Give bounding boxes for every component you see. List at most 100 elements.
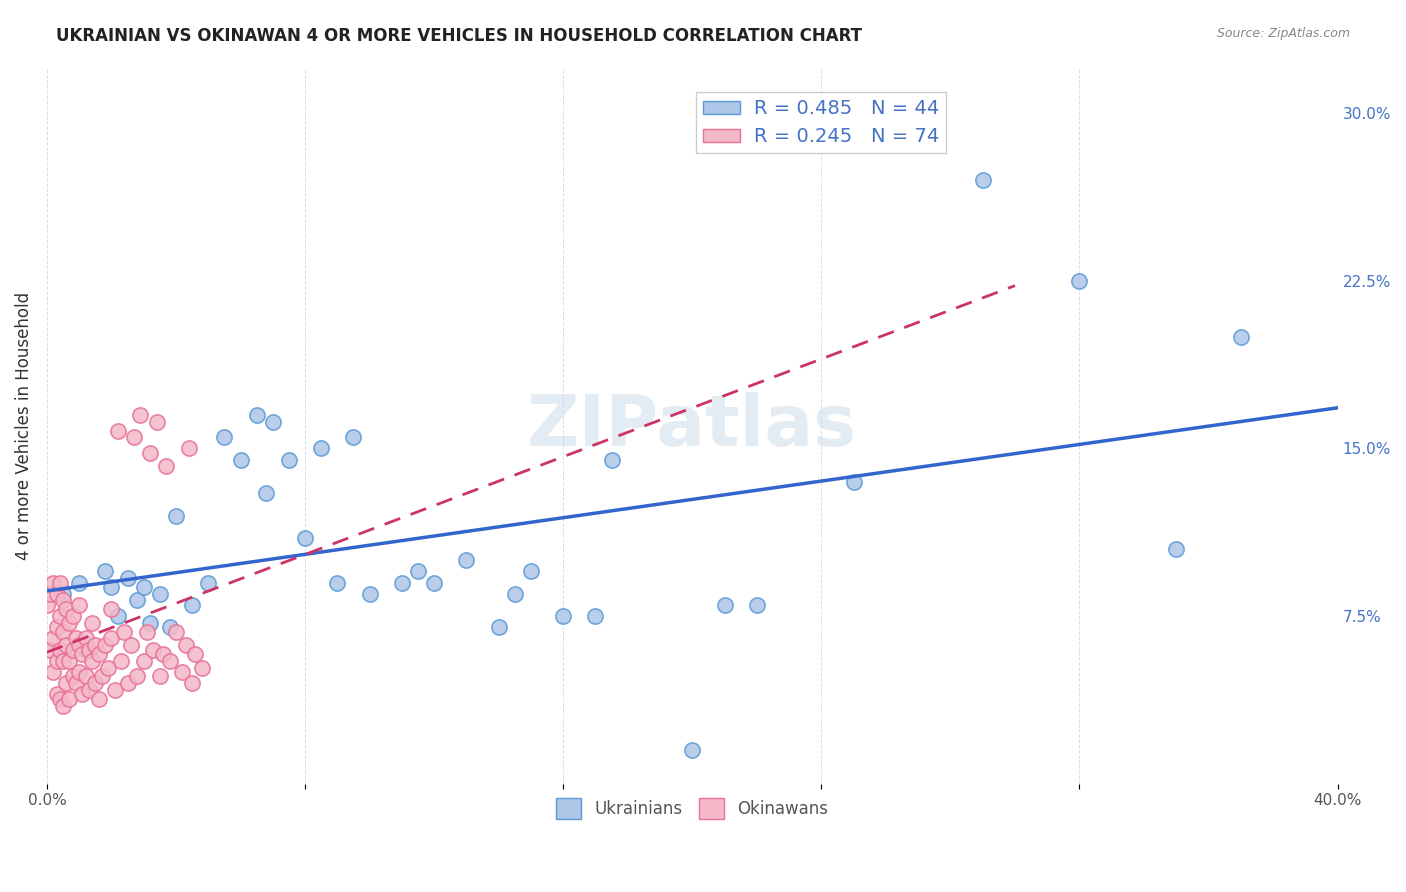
Point (49, 642, 72, 657)
Point (55, 676, 77, 690)
Point (145, 415, 167, 429)
Point (1230, 329, 1253, 343)
Point (75, 632, 97, 646)
Text: ZIPatlas: ZIPatlas (527, 392, 858, 460)
Point (42, 632, 65, 646)
Point (100, 580, 122, 594)
Point (62, 642, 84, 657)
Point (127, 593, 149, 607)
Point (100, 632, 122, 646)
Point (94, 565, 117, 579)
Point (159, 620, 181, 634)
Point (62, 609, 84, 624)
Point (72, 647, 94, 661)
Point (972, 173, 994, 187)
Point (45, 587, 67, 601)
Point (58, 691, 80, 706)
Point (80, 654, 103, 668)
Point (94, 638, 117, 652)
Point (309, 442, 332, 456)
Point (423, 575, 446, 590)
Point (181, 598, 204, 612)
Point (52, 593, 75, 607)
Point (600, 452, 623, 467)
Point (90, 669, 112, 683)
Point (35, 598, 58, 612)
Point (127, 669, 149, 683)
Point (67, 575, 90, 590)
Point (1069, 274, 1091, 288)
Point (75, 669, 97, 683)
Point (174, 638, 197, 652)
Point (67, 598, 90, 612)
Point (488, 620, 510, 634)
Point (65, 632, 87, 646)
Point (262, 415, 284, 429)
Point (65, 676, 87, 690)
Point (149, 669, 172, 683)
Point (359, 587, 381, 601)
Point (406, 565, 429, 579)
Point (745, 598, 768, 612)
Point (45, 654, 67, 668)
Point (165, 624, 187, 639)
Point (58, 654, 80, 668)
Point (117, 676, 139, 690)
Point (49, 691, 72, 706)
Point (97, 660, 120, 674)
Point (42, 665, 65, 679)
Point (585, 609, 607, 624)
Point (842, 475, 865, 489)
Point (553, 609, 575, 624)
Point (87, 647, 110, 661)
Point (67, 665, 90, 679)
Point (55, 638, 77, 652)
Point (62, 669, 84, 683)
Legend: Ukrainians, Okinawans: Ukrainians, Okinawans (550, 792, 835, 825)
Point (52, 654, 75, 668)
Point (49, 609, 72, 624)
Point (84, 638, 107, 652)
Point (52, 624, 75, 639)
Point (139, 615, 162, 630)
Point (342, 430, 364, 444)
Point (155, 459, 177, 474)
Point (104, 682, 127, 697)
Point (165, 508, 187, 523)
Point (52, 587, 75, 601)
Point (294, 531, 316, 545)
Point (72, 687, 94, 701)
Point (191, 660, 214, 674)
Point (80, 615, 103, 630)
Point (110, 654, 132, 668)
Point (55, 602, 77, 616)
Point (39, 587, 62, 601)
Point (713, 598, 735, 612)
Point (129, 408, 152, 422)
Point (58, 615, 80, 630)
Point (39, 642, 62, 657)
Point (87, 691, 110, 706)
Point (122, 430, 145, 444)
Point (84, 676, 107, 690)
Point (107, 424, 129, 438)
Point (181, 676, 204, 690)
Point (246, 408, 269, 422)
Point (139, 446, 162, 460)
Point (456, 553, 478, 567)
Point (77, 682, 100, 697)
Point (520, 565, 543, 579)
Point (77, 642, 100, 657)
Point (177, 442, 200, 456)
Point (149, 587, 172, 601)
Point (197, 575, 219, 590)
Point (229, 452, 252, 467)
Text: Source: ZipAtlas.com: Source: ZipAtlas.com (1216, 27, 1350, 40)
Point (1166, 542, 1188, 557)
Point (681, 743, 703, 757)
Point (152, 647, 174, 661)
Point (120, 638, 142, 652)
Point (75, 642, 97, 657)
Point (45, 687, 67, 701)
Text: UKRAINIAN VS OKINAWAN 4 OR MORE VEHICLES IN HOUSEHOLD CORRELATION CHART: UKRAINIAN VS OKINAWAN 4 OR MORE VEHICLES… (56, 27, 862, 45)
